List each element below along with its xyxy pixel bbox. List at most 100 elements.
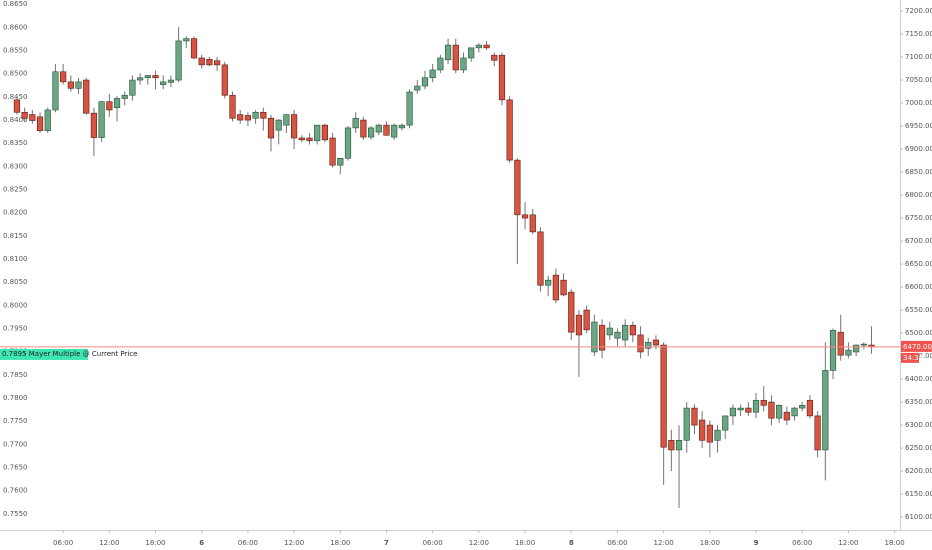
y2-tick-label: 0.7850 (3, 371, 28, 379)
candle-body (160, 81, 167, 85)
candle-body (90, 112, 98, 138)
candle-body (506, 99, 513, 161)
candle-body (729, 407, 737, 417)
x-tick-label: 12:00 (469, 539, 489, 547)
candle-body (406, 91, 413, 126)
candle-body (837, 331, 844, 356)
candle-body (529, 214, 536, 233)
x-tick-label: 06:00 (423, 539, 443, 547)
candle-body (514, 159, 521, 216)
y-tick-label: 6750.00 (905, 214, 932, 222)
candle-body (853, 344, 860, 353)
y2-tick-label: 0.8050 (3, 278, 28, 286)
candle-body (822, 370, 829, 451)
y-tick-label: 6650.00 (905, 260, 932, 268)
candle-body (498, 54, 506, 101)
candle-body (352, 117, 359, 129)
candle-body (175, 40, 182, 81)
candle-body (167, 79, 175, 83)
y-tick-label: 6550.00 (905, 306, 932, 314)
x-tick-label: 18:00 (885, 539, 905, 547)
candle-body (398, 124, 405, 129)
candle-body (275, 119, 282, 131)
candle-body (190, 38, 198, 59)
candle-body (799, 405, 806, 409)
y-tick-label: 6850.00 (905, 168, 932, 176)
countdown-box (901, 352, 919, 363)
candle-body (383, 124, 390, 136)
x-tick-label: 18:00 (700, 539, 720, 547)
candle-body (314, 124, 321, 142)
candle-body (106, 101, 113, 111)
y2-tick-label: 0.7550 (3, 510, 28, 518)
y-tick-label: 7050.00 (905, 76, 932, 84)
x-tick-label: 18:00 (330, 539, 350, 547)
candle-body (36, 116, 44, 131)
candle-body (752, 399, 760, 413)
y2-tick-label: 0.8250 (3, 185, 28, 193)
x-tick-label: 12:00 (284, 539, 304, 547)
candle-body (391, 124, 398, 138)
candle-body (637, 334, 644, 353)
y-tick-label: 6150.00 (905, 490, 932, 498)
y2-tick-label: 0.8450 (3, 93, 28, 101)
candle-body (560, 279, 567, 296)
candle-body (252, 111, 259, 119)
y2-tick-label: 0.8350 (3, 139, 28, 147)
candle-body (460, 57, 467, 71)
candle-body (290, 114, 298, 139)
y2-tick-label: 0.8600 (3, 23, 28, 31)
candle-body (152, 75, 159, 79)
candle-body (606, 327, 613, 336)
candle-body (814, 415, 821, 451)
candle-body (344, 127, 352, 159)
candle-body (221, 64, 228, 96)
candle-body (283, 114, 290, 126)
candle-body (129, 79, 136, 96)
y-tick-label: 6100.00 (905, 513, 932, 521)
candle-body (614, 331, 621, 339)
candle-body (737, 407, 744, 411)
y2-tick-label: 0.7600 (3, 487, 28, 495)
x-tick-label: 18:00 (145, 539, 165, 547)
y2-tick-label: 0.8100 (3, 255, 28, 263)
y2-tick-label: 0.8550 (3, 46, 28, 54)
candle-body (237, 114, 244, 121)
candle-body (675, 439, 683, 451)
y-tick-label: 6700.00 (905, 237, 932, 245)
candle-body (144, 75, 151, 79)
y2-tick-label: 0.8300 (3, 162, 28, 170)
candle-body (591, 321, 598, 353)
x-tick-label: 12:00 (838, 539, 858, 547)
candle-body (629, 324, 636, 336)
x-tick-label: 6 (199, 539, 204, 547)
y2-tick-label: 0.7800 (3, 394, 28, 402)
candle-body (214, 60, 221, 66)
candle-body (306, 137, 313, 142)
x-tick-label: 12:00 (654, 539, 674, 547)
price-label-box (901, 340, 932, 352)
candle-body (229, 94, 236, 119)
candle-body (760, 399, 767, 406)
candle-body (260, 111, 267, 119)
candle-body (183, 38, 190, 42)
candle-body (791, 407, 798, 417)
indicator-marker-box (0, 348, 88, 360)
y2-tick-label: 0.8000 (3, 301, 28, 309)
candle-body (652, 339, 660, 346)
candle-body (545, 279, 552, 286)
candle-body (706, 424, 713, 443)
candle-body (137, 77, 144, 81)
candle-body (598, 324, 606, 351)
y-tick-label: 6800.00 (905, 191, 932, 199)
candle-body (583, 309, 590, 331)
candle-body (860, 343, 867, 346)
candle-body (375, 124, 382, 133)
candle-body (44, 109, 51, 131)
y2-tick-label: 0.7650 (3, 463, 28, 471)
candle-body (414, 85, 421, 91)
y-tick-label: 6950.00 (905, 122, 932, 130)
candle-body (337, 157, 344, 166)
